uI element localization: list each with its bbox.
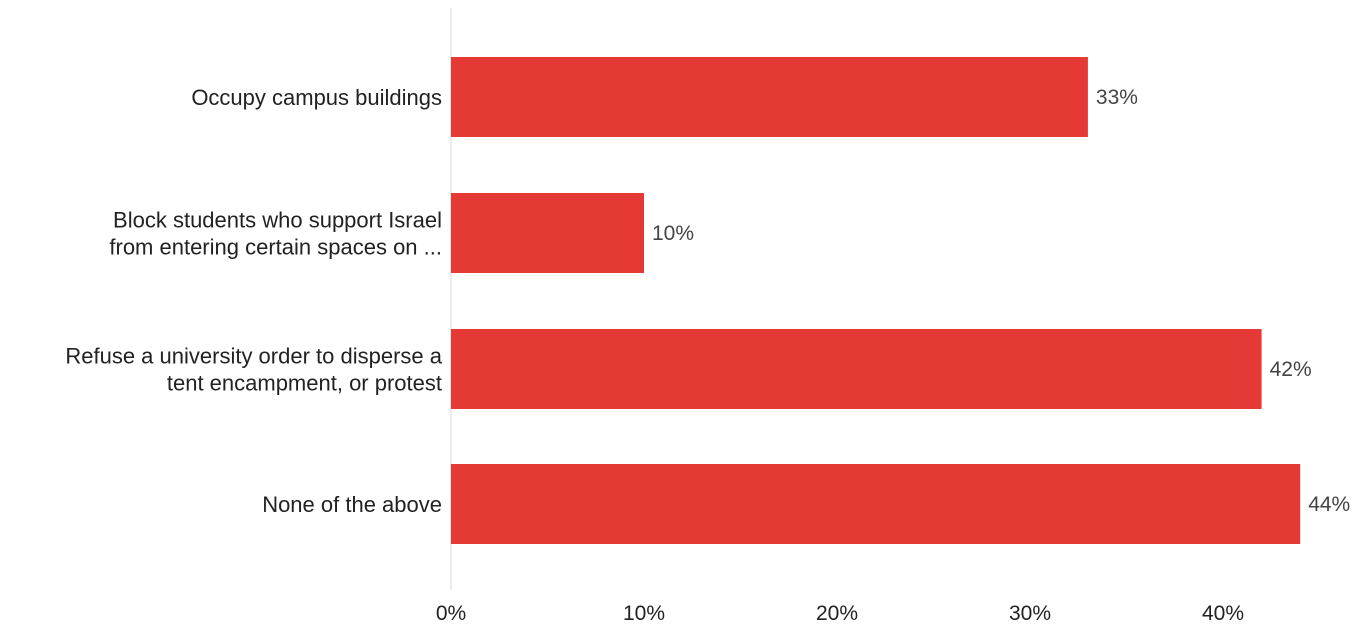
x-tick-label: 30% [1009, 602, 1051, 625]
category-label: Occupy campus buildings [191, 85, 442, 110]
category-label-line: None of the above [262, 492, 442, 517]
bar-value-label: 42% [1270, 358, 1312, 381]
bar [451, 329, 1262, 409]
value-labels-group: 33% 10% 42% 44% [652, 86, 1350, 516]
bar-value-label: 10% [652, 222, 694, 245]
bars-group [451, 57, 1301, 544]
x-tick-label: 40% [1202, 602, 1244, 625]
category-label-line: Occupy campus buildings [191, 85, 442, 110]
category-label-line: Block students who support Israel [113, 208, 442, 233]
x-tick-label: 0% [436, 602, 466, 625]
bar-value-label: 33% [1096, 86, 1138, 109]
x-tick-label: 20% [816, 602, 858, 625]
x-axis-ticks-group: 0% 10% 20% 30% 40% [436, 602, 1244, 625]
bar-value-label: 44% [1308, 493, 1350, 516]
bar [451, 464, 1301, 544]
bar [451, 57, 1088, 137]
category-labels-group: Occupy campus buildings Block students wh… [65, 85, 442, 517]
category-label-line: tent encampment, or protest [167, 371, 442, 396]
category-label-line: from entering certain spaces on ... [109, 235, 442, 260]
bar [451, 193, 644, 273]
category-label: None of the above [262, 492, 442, 517]
x-tick-label: 10% [623, 602, 665, 625]
category-label-line: Refuse a university order to disperse a [65, 344, 442, 369]
category-label: Block students who support Israel from en… [109, 208, 442, 260]
